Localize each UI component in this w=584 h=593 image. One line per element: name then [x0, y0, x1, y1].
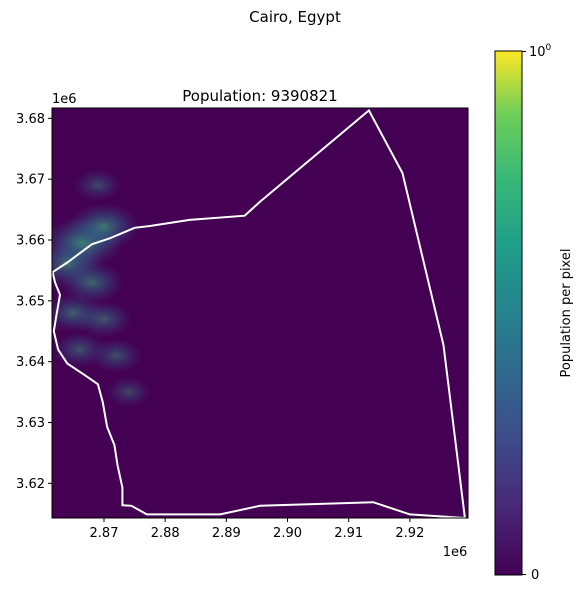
x-offset-label: 1e6	[443, 545, 468, 560]
y-axis: 3.62 3.63 3.64 3.65 3.66 3.67 3.68	[16, 112, 52, 492]
city-boundary	[52, 108, 466, 518]
colorbar-label: Population per pixel	[559, 249, 574, 378]
x-tick-label: 2.90	[273, 526, 302, 541]
density-hotspot	[59, 261, 124, 304]
y-tick-label: 3.64	[16, 355, 45, 370]
y-tick-label: 3.63	[16, 416, 45, 431]
colorbar-gradient	[494, 50, 523, 576]
density-hotspot	[73, 169, 122, 202]
plot-area	[51, 107, 469, 519]
x-tick-label: 2.92	[395, 526, 424, 541]
y-tick-label: 3.65	[16, 294, 45, 309]
colorbar: 100 0 Population per pixel	[494, 43, 574, 583]
density-hotspot	[105, 376, 152, 408]
chart-title: Population: 9390821	[182, 87, 337, 105]
plot-frame	[51, 107, 469, 519]
x-axis: 2.87 2.88 2.89 2.90 2.91 2.92	[90, 518, 424, 541]
density-hotspot	[90, 338, 143, 373]
y-offset-label: 1e6	[52, 92, 77, 107]
y-tick-label: 3.67	[16, 173, 45, 188]
figure-suptitle: Cairo, Egypt	[249, 8, 341, 26]
x-tick-label: 2.91	[334, 526, 363, 541]
density-hotspot	[76, 300, 132, 338]
x-tick-label: 2.89	[212, 526, 241, 541]
y-tick-label: 3.62	[16, 477, 45, 492]
x-tick-label: 2.87	[90, 526, 119, 541]
y-tick-label: 3.68	[16, 112, 45, 127]
colorbar-tick-min-label: 0	[531, 568, 539, 583]
x-tick-label: 2.88	[151, 526, 180, 541]
density-hotspot	[68, 202, 140, 251]
y-tick-label: 3.66	[16, 234, 45, 249]
colorbar-tick-max-label: 100	[529, 43, 552, 60]
